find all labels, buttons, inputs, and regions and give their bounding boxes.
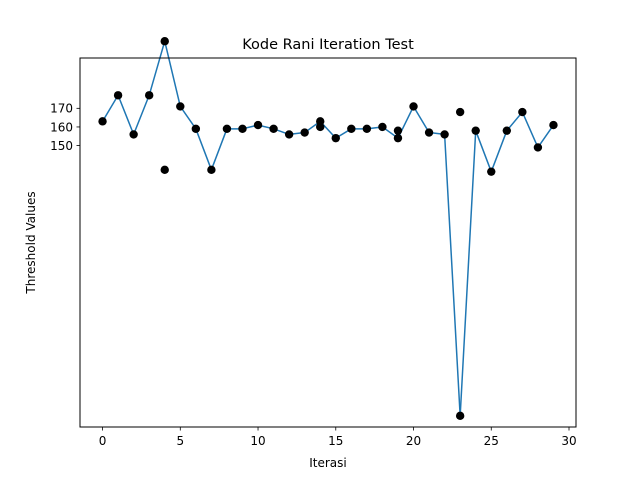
data-point [300, 128, 309, 137]
data-point [440, 130, 449, 139]
data-point [191, 124, 201, 134]
data-point [502, 126, 512, 135]
data-point [347, 124, 356, 134]
axes-frame [79, 57, 577, 428]
y-tick-label: 150 [50, 139, 73, 153]
y-tick-label: 170 [50, 102, 73, 116]
series-line-segment [117, 94, 135, 136]
data-point [160, 37, 169, 46]
data-point [331, 133, 340, 143]
data-point [487, 167, 496, 176]
series-line-segment [195, 128, 213, 171]
data-point [253, 120, 263, 130]
series-line-segment [101, 94, 119, 123]
data-point [316, 122, 325, 132]
data-point [393, 126, 403, 135]
data-point [362, 124, 372, 134]
data-point [269, 124, 278, 134]
data-point [378, 122, 387, 132]
series-line-segment [537, 124, 555, 149]
data-point [518, 107, 527, 117]
data-point [549, 120, 558, 130]
x-axis-label: Iterasi [309, 456, 347, 470]
data-point [98, 117, 107, 126]
x-axis-ticks: 0 5 10 15 20 25 30 [99, 427, 577, 448]
data-point [393, 133, 403, 143]
data-point [409, 102, 418, 111]
data-point [129, 130, 138, 139]
data-point [471, 126, 480, 135]
series-line-segment [412, 105, 430, 134]
data-point [238, 124, 247, 134]
data-point [113, 91, 123, 100]
series-line-segment [459, 129, 477, 417]
y-axis-label: Threshold Values [24, 191, 38, 294]
chart-title: Kode Rani Iteration Test [242, 37, 414, 53]
data-point [222, 124, 232, 134]
series-line-segment [521, 111, 539, 149]
data-point [160, 165, 169, 175]
series-line-segment [474, 129, 493, 173]
y-tick-label: 160 [50, 120, 73, 134]
x-tick-label: 30 [561, 434, 576, 448]
x-tick-label: 5 [176, 434, 184, 448]
data-point [207, 165, 216, 175]
x-tick-label: 10 [250, 434, 265, 448]
series-line-segment [210, 128, 228, 171]
series-line-segment [148, 40, 166, 97]
x-tick-label: 0 [99, 434, 107, 448]
x-tick-label: 15 [328, 434, 343, 448]
series-line-segment [443, 133, 461, 417]
series-line-segment [179, 105, 197, 130]
data-point [455, 411, 465, 421]
data-point [455, 107, 465, 117]
series-line-segment [132, 94, 150, 136]
data-point [284, 130, 294, 139]
series-line-segment [490, 129, 508, 173]
series-line-segment [163, 40, 182, 108]
data-point [144, 91, 154, 100]
data-point [176, 102, 185, 111]
data-point [533, 143, 543, 152]
x-tick-label: 20 [406, 434, 421, 448]
plot-area [98, 37, 558, 421]
data-point [424, 128, 434, 137]
y-axis-ticks: 150 160 170 [50, 102, 80, 153]
x-tick-label: 25 [484, 434, 499, 448]
